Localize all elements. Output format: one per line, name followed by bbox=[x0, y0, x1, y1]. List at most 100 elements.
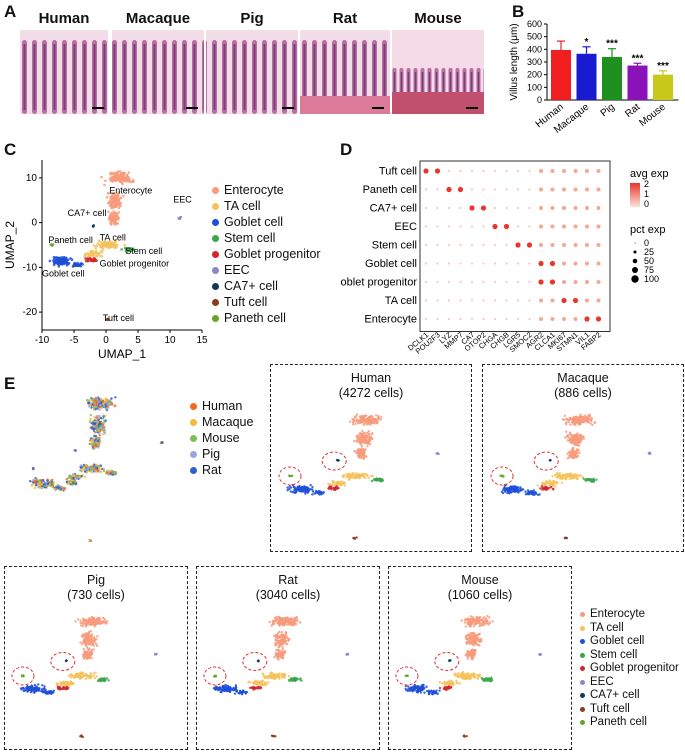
mini-point-6 bbox=[45, 690, 48, 694]
mini-point-2 bbox=[363, 450, 366, 453]
umap-point-c4 bbox=[91, 249, 94, 253]
species-point-0 bbox=[94, 407, 97, 411]
mini-point-4 bbox=[446, 680, 450, 684]
legend-c-label: Stem cell bbox=[224, 231, 276, 245]
dot-2-8 bbox=[516, 206, 520, 210]
dot-5-6 bbox=[493, 262, 497, 265]
species-point-3 bbox=[102, 469, 106, 473]
legend-c-item: Goblet progenitor bbox=[212, 246, 321, 262]
umap-point-c0 bbox=[104, 179, 107, 182]
mini-point-0 bbox=[351, 417, 354, 421]
mini-point-3 bbox=[69, 673, 72, 676]
umap-point-c6 bbox=[72, 264, 75, 267]
mini-point-3 bbox=[361, 473, 365, 477]
mini-point-1 bbox=[472, 632, 476, 635]
species-point-8 bbox=[73, 481, 77, 484]
mini-point-5 bbox=[413, 685, 416, 688]
species-point-5 bbox=[46, 482, 50, 485]
dot-7-2 bbox=[447, 299, 451, 302]
mini-point-0 bbox=[289, 621, 292, 624]
mini-point-0 bbox=[90, 622, 94, 626]
species-point-1 bbox=[101, 423, 105, 426]
mini-point-5 bbox=[412, 687, 415, 690]
mini-point-5 bbox=[521, 488, 525, 491]
mini-point-1 bbox=[474, 641, 477, 644]
mini-point-5 bbox=[298, 488, 302, 491]
species-point-5 bbox=[37, 482, 40, 486]
dot-4-3 bbox=[459, 243, 462, 247]
mini-point-1 bbox=[568, 440, 571, 443]
dot-8-9 bbox=[528, 317, 531, 321]
mini-point-3 bbox=[474, 676, 477, 679]
umap-point-c5 bbox=[56, 262, 60, 266]
umap-annotation-1: EEC bbox=[173, 195, 192, 205]
species-point-3 bbox=[98, 465, 101, 468]
dot-7-15 bbox=[596, 298, 601, 303]
panel-label-a: A bbox=[4, 2, 17, 21]
dot-3-15 bbox=[596, 224, 601, 229]
y-tick-label-0: 0 bbox=[537, 95, 542, 105]
mini-point-5 bbox=[513, 490, 517, 493]
mini-point-0 bbox=[99, 622, 102, 626]
mini-point-7 bbox=[588, 478, 592, 482]
dot-1-10 bbox=[539, 187, 543, 192]
histology-macaque bbox=[112, 30, 204, 114]
dot-5-4 bbox=[470, 262, 474, 265]
mini-point-2 bbox=[362, 457, 366, 460]
dot-6-12 bbox=[562, 280, 566, 284]
mini-point-5 bbox=[411, 689, 414, 692]
mini-point-0 bbox=[355, 420, 359, 423]
species-point-5 bbox=[32, 481, 35, 484]
species-point-11 bbox=[88, 538, 91, 542]
species-point-3 bbox=[86, 467, 89, 470]
umap-point-c0 bbox=[120, 177, 123, 181]
mini-point-0 bbox=[86, 623, 90, 626]
umap-point-c1 bbox=[113, 204, 116, 207]
dot-6-4 bbox=[470, 280, 474, 284]
avg-exp-tick-2: 0 bbox=[644, 199, 649, 209]
mini-point-2 bbox=[573, 450, 576, 454]
species-point-1 bbox=[98, 434, 101, 437]
mini-point-12 bbox=[287, 474, 291, 477]
mini-point-7 bbox=[105, 677, 109, 680]
mini-point-3 bbox=[270, 676, 273, 680]
dot-3-5 bbox=[482, 225, 485, 228]
legend-c-item: EEC bbox=[212, 262, 321, 278]
mini-point-0 bbox=[295, 617, 298, 620]
mini-point-2 bbox=[90, 648, 94, 652]
highlight-circle-paneth bbox=[278, 466, 302, 486]
mini-point-4 bbox=[59, 681, 63, 685]
dot-8-13 bbox=[573, 317, 578, 321]
mini-point-4 bbox=[334, 482, 338, 486]
dot-8-12 bbox=[562, 317, 566, 321]
mini-point-0 bbox=[467, 621, 471, 624]
dot-4-6 bbox=[493, 243, 497, 247]
species-point-1 bbox=[89, 413, 93, 417]
mini-point-6 bbox=[524, 490, 527, 493]
mini-point-0 bbox=[379, 418, 382, 421]
dot-0-10 bbox=[539, 169, 543, 173]
umap-rat bbox=[203, 615, 350, 738]
species-point-5 bbox=[33, 486, 37, 490]
highlight-circle-paneth bbox=[490, 466, 514, 486]
mini-point-0 bbox=[565, 417, 568, 421]
mini-point-0 bbox=[590, 417, 594, 420]
species-point-0 bbox=[87, 405, 91, 408]
mini-point-1 bbox=[470, 631, 473, 635]
mini-point-5 bbox=[232, 686, 235, 690]
mini-point-7 bbox=[591, 478, 594, 481]
bar-rat bbox=[627, 65, 648, 100]
mini-point-0 bbox=[481, 621, 484, 625]
dot-2-9 bbox=[528, 206, 531, 210]
mini-point-0 bbox=[369, 416, 373, 420]
mini-point-0 bbox=[287, 622, 290, 626]
mini-point-8 bbox=[334, 487, 338, 491]
mini-point-5 bbox=[20, 688, 23, 691]
species-point-6 bbox=[53, 487, 57, 490]
mini-point-4 bbox=[548, 480, 551, 483]
mini-point-7 bbox=[107, 679, 110, 682]
umap-point-c5 bbox=[60, 262, 64, 265]
mini-point-2 bbox=[356, 448, 360, 451]
legend-species-label: Rat bbox=[202, 463, 222, 477]
mini-point-6 bbox=[534, 491, 537, 495]
